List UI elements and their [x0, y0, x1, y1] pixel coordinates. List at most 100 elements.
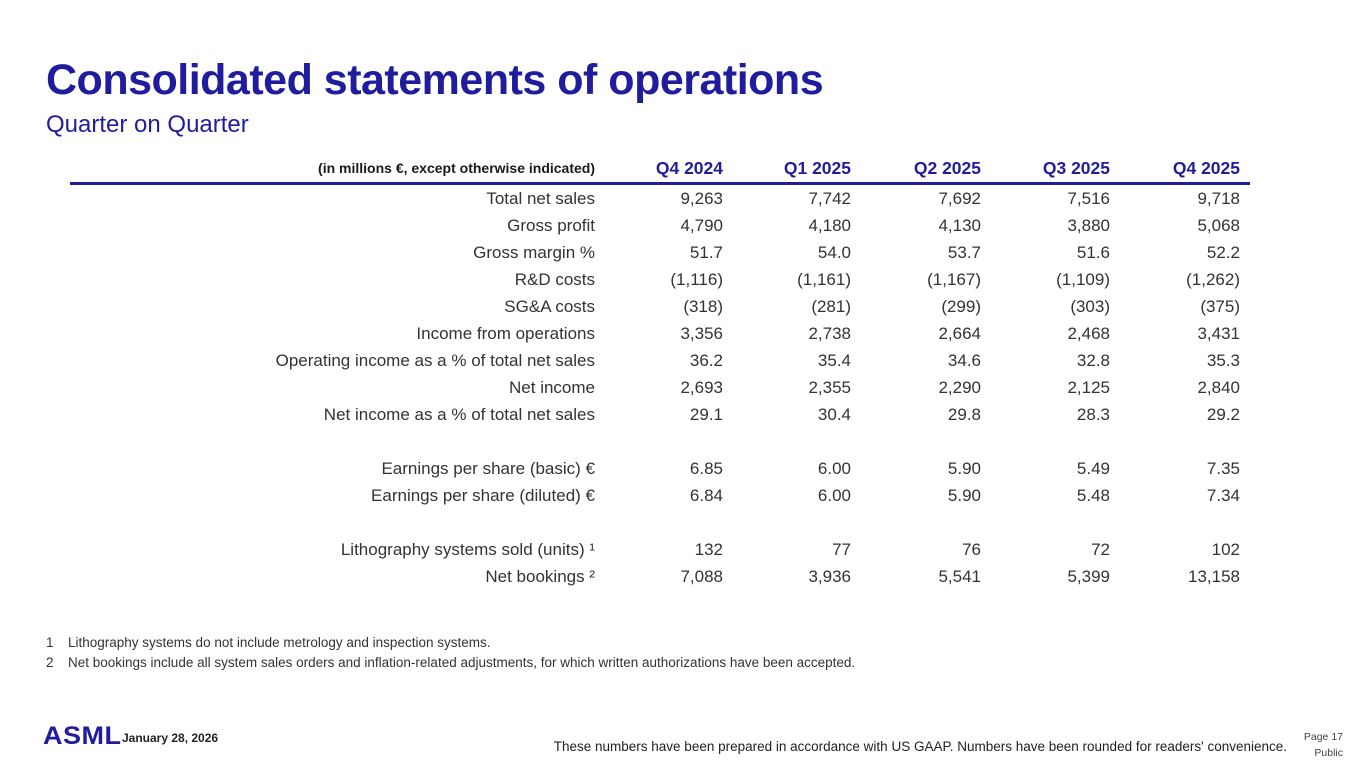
cell-value: 5.48: [1076, 485, 1110, 505]
table-row: Net income as a % of total net sales 29.1…: [70, 401, 1250, 428]
row-label: Net income as a % of total net sales: [323, 404, 595, 424]
cell-value: 6.85: [689, 458, 723, 478]
table-row: Lithography systems sold (units) ¹ 132 77 7…: [70, 536, 1250, 563]
column-header: Q1 2025: [723, 154, 851, 185]
cell-value: (303): [1070, 296, 1110, 316]
cell-value: 77: [832, 539, 851, 559]
cell-value: 7,692: [938, 188, 981, 208]
cell-value: 30.4: [817, 404, 851, 424]
cell-value: 72: [1091, 539, 1110, 559]
row-label: Net income: [509, 377, 595, 397]
row-label: Total net sales: [486, 188, 595, 208]
cell-value: 9,263: [680, 188, 723, 208]
cell-value: 7.35: [1206, 458, 1240, 478]
row-label: Lithography systems sold (units) ¹: [340, 539, 595, 559]
cell-value: 29.2: [1206, 404, 1240, 424]
table-row: Gross margin % 51.7 54.0 53.7 51.6 52.2: [70, 239, 1250, 266]
cell-value: 13,158: [1188, 566, 1240, 586]
cell-value: 2,355: [808, 377, 851, 397]
cell-value: (1,161): [797, 269, 851, 289]
table-row: Operating income as a % of total net sal…: [70, 347, 1250, 374]
cell-value: 51.7: [689, 242, 723, 262]
footnote: 2 Net bookings include all system sales o…: [46, 653, 855, 673]
cell-value: 5.49: [1076, 458, 1110, 478]
cell-value: 102: [1211, 539, 1240, 559]
footnote: 1 Lithography systems do not include metr…: [46, 633, 855, 653]
cell-value: (299): [941, 296, 981, 316]
row-label: Operating income as a % of total net sal…: [275, 350, 595, 370]
cell-value: 5.90: [947, 485, 981, 505]
cell-value: 9,718: [1197, 188, 1240, 208]
financial-table-container: (in millions €, except otherwise indicat…: [70, 154, 1250, 590]
cell-value: 28.3: [1076, 404, 1110, 424]
row-label: Earnings per share (basic) €: [381, 458, 595, 478]
table-row: Income from operations 3,356 2,738 2,664 2,4…: [70, 320, 1250, 347]
cell-value: (318): [683, 296, 723, 316]
cell-value: 5,068: [1197, 215, 1240, 235]
table-row: Earnings per share (basic) € 6.85 6.00 5.90…: [70, 455, 1250, 482]
cell-value: 7,742: [808, 188, 851, 208]
footnote-text: Lithography systems do not include metro…: [68, 635, 491, 650]
cell-value: 2,125: [1067, 377, 1110, 397]
cell-value: 51.6: [1076, 242, 1110, 262]
spacer-cell: [70, 428, 1250, 455]
column-header: Q2 2025: [851, 154, 981, 185]
cell-value: 4,180: [808, 215, 851, 235]
cell-value: 2,738: [808, 323, 851, 343]
cell-value: 32.8: [1076, 350, 1110, 370]
footnote-text: Net bookings include all system sales or…: [68, 654, 856, 670]
cell-value: 4,790: [680, 215, 723, 235]
asml-logo: ASML: [43, 722, 122, 750]
footer-disclaimer: These numbers have been prepared in acco…: [553, 739, 1287, 754]
cell-value: (1,116): [670, 269, 723, 289]
cell-value: 35.4: [817, 350, 851, 370]
footnotes: 1 Lithography systems do not include metr…: [46, 633, 855, 672]
cell-value: 3,936: [808, 566, 851, 586]
cell-value: (281): [811, 296, 851, 316]
cell-value: 7,088: [680, 566, 723, 586]
cell-value: 6.84: [689, 485, 723, 505]
cell-value: 132: [694, 539, 723, 559]
table-row: Net income 2,693 2,355 2,290 2,125 2,840: [70, 374, 1250, 401]
spacer-row: [70, 509, 1250, 536]
cell-value: 29.8: [947, 404, 981, 424]
cell-value: 2,468: [1067, 323, 1110, 343]
cell-value: 52.2: [1206, 242, 1240, 262]
spacer-row: [70, 428, 1250, 455]
table-row: Earnings per share (diluted) € 6.84 6.00 5.…: [70, 482, 1250, 509]
column-header: Q3 2025: [981, 154, 1110, 185]
cell-value: 34.6: [947, 350, 981, 370]
cell-value: 2,664: [938, 323, 981, 343]
classification-label: Public: [1314, 747, 1343, 759]
row-label: Gross margin %: [473, 242, 595, 262]
cell-value: 3,880: [1067, 215, 1110, 235]
row-label: R&D costs: [514, 269, 595, 289]
table-header-row: (in millions €, except otherwise indicat…: [70, 154, 1250, 185]
cell-value: (1,167): [927, 269, 981, 289]
footnote-number: 1: [46, 635, 54, 650]
page-subtitle: Quarter on Quarter: [46, 111, 249, 138]
row-label: Net bookings ²: [485, 566, 595, 586]
row-label: Income from operations: [416, 323, 595, 343]
column-header: Q4 2024: [595, 154, 723, 185]
row-label: SG&A costs: [504, 296, 595, 316]
row-label: Earnings per share (diluted) €: [371, 485, 595, 505]
unit-label: (in millions €, except otherwise indicat…: [70, 154, 595, 185]
cell-value: 5.90: [947, 458, 981, 478]
table-row: Total net sales 9,263 7,742 7,692 7,516 9,718: [70, 183, 1250, 212]
cell-value: 7,516: [1067, 188, 1110, 208]
cell-value: (1,109): [1056, 269, 1110, 289]
cell-value: 35.3: [1206, 350, 1240, 370]
cell-value: 53.7: [947, 242, 981, 262]
table-row: Gross profit 4,790 4,180 4,130 3,880 5,068: [70, 212, 1250, 239]
footer-date: January 28, 2026: [122, 731, 219, 745]
cell-value: 6.00: [817, 485, 851, 505]
table-row: R&D costs (1,116) (1,161) (1,167) (1,109) (1,…: [70, 266, 1250, 293]
cell-value: (1,262): [1186, 269, 1240, 289]
cell-value: 6.00: [817, 458, 851, 478]
cell-value: 2,693: [680, 377, 723, 397]
cell-value: 29.1: [689, 404, 723, 424]
cell-value: 3,356: [680, 323, 723, 343]
cell-value: 4,130: [938, 215, 981, 235]
financial-table: (in millions €, except otherwise indicat…: [70, 154, 1250, 590]
